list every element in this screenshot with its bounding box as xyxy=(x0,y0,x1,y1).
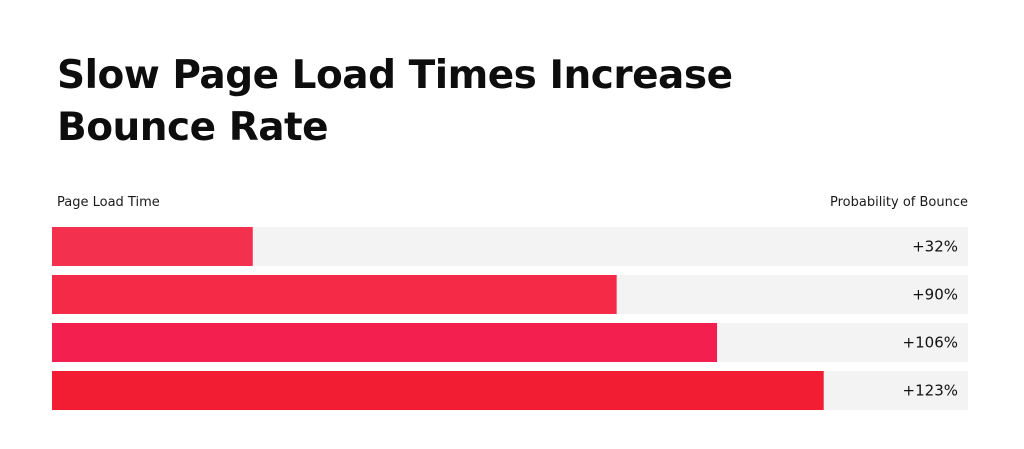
bar xyxy=(52,227,253,266)
data-label: +123% xyxy=(903,382,958,400)
bar xyxy=(52,275,617,314)
chart-title: Slow Page Load Times Increase Bounce Rat… xyxy=(57,53,733,150)
data-label: +90% xyxy=(912,286,958,304)
bar xyxy=(52,371,824,410)
bar xyxy=(52,323,718,362)
data-label: +106% xyxy=(903,334,958,352)
x-axis-label: Probability of Bounce xyxy=(829,195,968,210)
y-axis-label: Page Load Time xyxy=(57,195,160,210)
data-label: +32% xyxy=(912,238,958,256)
